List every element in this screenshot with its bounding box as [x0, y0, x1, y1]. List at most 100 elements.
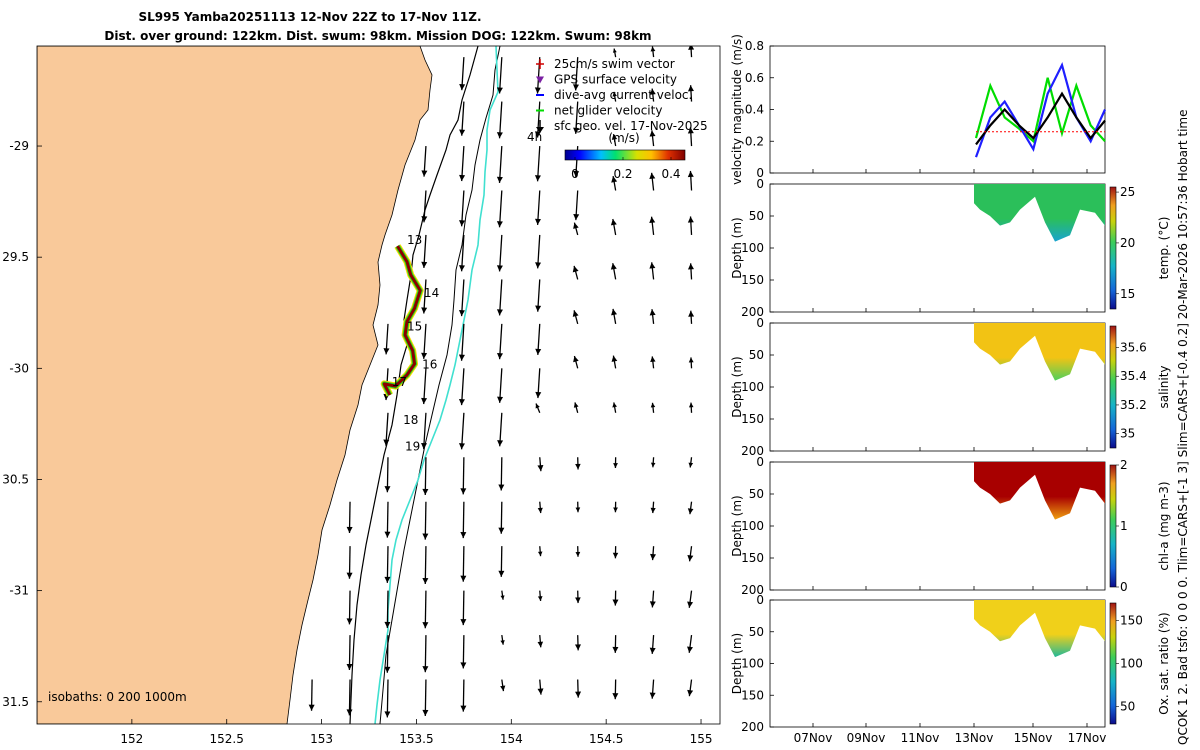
velocity-arrow-head [687, 263, 694, 270]
velocity-arrow-head [422, 533, 429, 540]
track-day-label: 15 [407, 320, 422, 334]
legend-label: GPS surface velocity [554, 73, 677, 87]
track-day-label: 13 [407, 233, 422, 247]
velocity-arrow-head [459, 220, 466, 227]
velocity-arrow-head [460, 532, 467, 539]
velocity-arrow [386, 635, 389, 673]
time-tick-label: 15Nov [1014, 731, 1053, 745]
velocity-arrow-head [612, 599, 619, 606]
section-colorbar-tick-label: 15 [1120, 287, 1135, 301]
velocity-arrow-head [687, 170, 694, 178]
velocity-arrow-head [534, 175, 541, 182]
velocity-arrow [460, 412, 465, 450]
section-colorbar-tick-label: 35.6 [1120, 341, 1147, 355]
velocity-arrow [387, 723, 388, 724]
track-day-label: 16 [422, 357, 437, 371]
velocity-arrow-head [687, 646, 693, 653]
velocity-arrow-head [575, 738, 581, 744]
panel-ytick-label: 0 [756, 593, 764, 607]
velocity-arrow-head [572, 265, 579, 273]
velocity-arrow-head [421, 216, 428, 223]
velocity-arrow-head [688, 357, 694, 363]
velocity-arrow-head [650, 356, 656, 363]
velocity-arrow-head [496, 132, 503, 139]
panel-ytick-label: 50 [749, 487, 764, 501]
velocity-arrow-head [649, 309, 656, 316]
velocity-arrow-head [573, 127, 580, 134]
velocity-arrow-head [534, 131, 541, 138]
velocity-arrow-head [346, 526, 353, 533]
panel-ytick-label: 0 [756, 166, 764, 180]
velocity-arrow [498, 279, 503, 316]
isobath-1000m [379, 46, 501, 724]
velocity-arrow-head [421, 307, 428, 314]
section-colorbar-tick-label: 35.4 [1120, 369, 1147, 383]
panel-ytick-label: 0 [756, 316, 764, 330]
velocity-arrow-head [611, 308, 618, 316]
track-day-label: 17 [392, 375, 407, 389]
section-heatmap [974, 184, 1105, 242]
velocity-arrow-head [612, 552, 619, 559]
velocity-arrow-head [649, 172, 656, 180]
velocity-arrow [498, 190, 503, 228]
velocity-arrow-head [573, 402, 579, 408]
velocity-arrow-head [384, 531, 391, 538]
section-colorbar-tick-label: 35.2 [1120, 398, 1147, 412]
panel-ytick-label: 100 [741, 241, 764, 255]
velocity-arrow-head [537, 464, 544, 472]
map-ytick-label: -31 [9, 584, 29, 598]
velocity-arrow-head [383, 348, 390, 355]
land-area [37, 46, 433, 724]
velocity-arrow [462, 457, 465, 495]
velocity-arrow-head [650, 736, 656, 742]
map-ytick-label: 29.5 [2, 250, 29, 264]
velocity-arrow [349, 723, 351, 724]
velocity-arrow-head [458, 354, 465, 361]
panel-ytick-label: 150 [741, 688, 764, 702]
velocity-arrow-head [687, 601, 694, 608]
velocity-arrow-head [575, 597, 581, 604]
velocity-arrow-head [537, 551, 543, 557]
velocity-arrow-head [649, 692, 656, 699]
map-xtick-label: 153.5 [399, 732, 433, 746]
velocity-arrow-head [688, 462, 694, 468]
velocity-arrow-head [384, 621, 391, 628]
velocity-arrow-head [612, 693, 619, 700]
velocity-arrow [462, 501, 465, 539]
velocity-arrow-head [496, 87, 503, 94]
velocity-arrow-head [650, 553, 657, 561]
panel-ytick-label: 100 [741, 380, 764, 394]
time-tick-label: 09Nov [847, 731, 886, 745]
section-colorbar-tick-label: 0 [1120, 580, 1128, 594]
panel-ytick-label: 0.2 [745, 134, 764, 148]
glider-track [382, 245, 422, 396]
velocity-arrow-head [496, 309, 503, 316]
section-colorbar [1109, 325, 1117, 449]
velocity-arrow-head [610, 263, 617, 270]
panel-ytick-label: 0.4 [745, 103, 764, 117]
velocity-arrow [498, 57, 503, 94]
panel-ylabel: Depth (m) [730, 495, 744, 556]
velocity-arrow-head [458, 398, 465, 406]
velocity-arrow-head [458, 443, 465, 450]
section-colorbar [1109, 464, 1117, 588]
map-axis-ticks: 152 152.5 153 153.5 154 154.5 155 -29 29.5 -30 30.… [2, 139, 712, 746]
velocity-arrow-head [384, 666, 391, 673]
velocity-arrow-head [650, 462, 656, 468]
velocity-arrow-head [650, 402, 656, 408]
section-colorbar-tick-label: 150 [1120, 613, 1143, 627]
velocity-arrow-head [460, 662, 467, 669]
velocity-arrow-head [612, 91, 617, 97]
panel-ylabel: Depth (m) [730, 217, 744, 278]
time-tick-label: 17Nov [1068, 731, 1107, 745]
panel-ytick-label: 50 [749, 348, 764, 362]
velocity-arrow-head [575, 551, 581, 557]
section-colorbar-label: salinity [1157, 365, 1171, 408]
velocity-arrow-head [459, 84, 466, 91]
panel-ytick-label: 200 [741, 305, 764, 319]
velocity-arrow [539, 723, 541, 724]
velocity-arrow-head [688, 46, 695, 50]
velocity-arrow-head [575, 463, 581, 470]
velocity-arrow-head [649, 216, 656, 223]
